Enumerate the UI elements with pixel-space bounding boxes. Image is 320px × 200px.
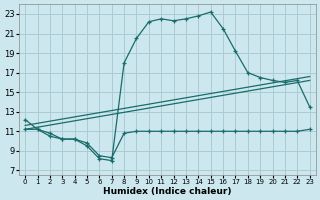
X-axis label: Humidex (Indice chaleur): Humidex (Indice chaleur) (103, 187, 232, 196)
